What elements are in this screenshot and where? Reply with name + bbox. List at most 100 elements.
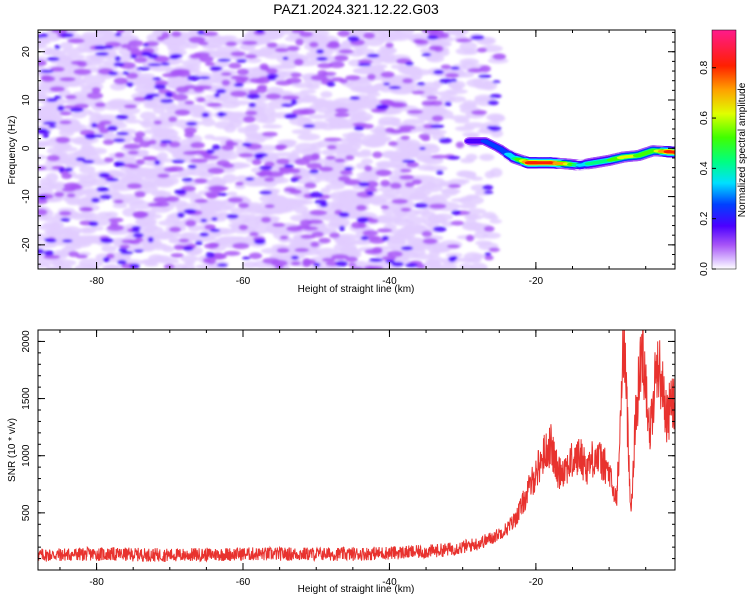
heat-noise-blob bbox=[215, 88, 227, 94]
heat-noise-blob bbox=[235, 213, 256, 218]
heat-noise-blob bbox=[263, 35, 276, 41]
heat-noise-blob bbox=[489, 125, 502, 132]
heat-noise-blob bbox=[216, 237, 236, 245]
heat-noise-blob bbox=[476, 47, 488, 53]
heat-noise-blob bbox=[135, 167, 155, 175]
heat-noise-blob bbox=[206, 149, 215, 154]
heat-noise-blob bbox=[38, 166, 47, 171]
heat-noise-blob bbox=[377, 193, 396, 201]
heat-noise-blob bbox=[202, 257, 212, 264]
heat-noise-blob bbox=[182, 246, 194, 251]
heat-noise-blob bbox=[388, 85, 402, 90]
heat-noise-blob bbox=[54, 95, 62, 100]
heat-noise-blob bbox=[310, 74, 328, 81]
heat-noise-blob bbox=[411, 179, 422, 185]
bottom-xlabel: Height of straight line (km) bbox=[298, 584, 415, 595]
heat-noise-blob bbox=[382, 47, 397, 54]
heat-noise-blob bbox=[455, 257, 466, 262]
heat-noise-blob bbox=[100, 237, 114, 244]
heat-noise-blob bbox=[38, 262, 50, 268]
heat-noise-blob bbox=[266, 73, 279, 78]
heat-noise-blob bbox=[141, 76, 154, 84]
heat-noise-blob bbox=[171, 31, 182, 38]
heat-noise-blob bbox=[477, 129, 491, 134]
heat-noise-blob bbox=[105, 177, 119, 182]
heat-noise-blob bbox=[207, 34, 223, 44]
heat-noise-blob bbox=[160, 158, 174, 163]
heat-noise-blob bbox=[153, 120, 162, 125]
heat-noise-blob bbox=[147, 63, 162, 67]
heat-noise-blob bbox=[114, 152, 125, 158]
heat-noise-blob bbox=[38, 59, 47, 67]
heat-noise-blob bbox=[415, 185, 426, 193]
heat-noise-blob bbox=[46, 97, 58, 103]
heat-noise-blob bbox=[90, 53, 102, 62]
heat-noise-blob bbox=[320, 187, 331, 194]
heat-noise-blob bbox=[40, 75, 52, 80]
heat-noise-blob bbox=[428, 250, 440, 258]
heat-noise-blob bbox=[79, 212, 98, 220]
heat-noise-blob bbox=[123, 143, 142, 150]
heat-noise-blob bbox=[486, 113, 505, 122]
heat-noise-blob bbox=[135, 159, 146, 165]
heat-noise-blob bbox=[279, 167, 293, 175]
heat-noise-blob bbox=[334, 158, 346, 163]
bottom-plot-frame bbox=[37, 329, 676, 571]
heat-noise-blob bbox=[238, 152, 254, 158]
heat-noise-blob bbox=[211, 217, 218, 221]
heat-noise-blob bbox=[348, 262, 357, 267]
heat-noise-blob bbox=[478, 74, 492, 79]
heat-noise-blob bbox=[91, 122, 98, 128]
heat-noise-blob bbox=[450, 220, 465, 226]
heat-noise-blob bbox=[103, 157, 114, 163]
heat-noise-blob bbox=[328, 40, 340, 48]
heat-noise-blob bbox=[284, 187, 297, 192]
heat-noise-blob bbox=[68, 251, 80, 258]
heat-noise-blob bbox=[160, 98, 174, 104]
heat-noise-blob bbox=[339, 225, 345, 232]
heat-noise-blob bbox=[363, 32, 375, 39]
heat-noise-blob bbox=[46, 56, 60, 62]
heat-noise-blob bbox=[134, 57, 148, 63]
heat-noise-blob bbox=[73, 68, 92, 76]
heat-noise-blob bbox=[171, 159, 186, 164]
heat-noise-blob bbox=[42, 121, 57, 125]
heat-noise-blob bbox=[470, 176, 484, 181]
heat-noise-blob bbox=[102, 256, 110, 263]
heat-noise-blob bbox=[184, 127, 197, 134]
heat-noise-blob bbox=[59, 77, 76, 82]
heat-noise-blob bbox=[361, 158, 373, 165]
heat-noise-blob bbox=[267, 100, 287, 110]
heat-noise-blob bbox=[338, 175, 351, 182]
heat-noise-blob bbox=[236, 59, 248, 63]
heat-noise-blob bbox=[187, 164, 197, 169]
heat-noise-blob bbox=[248, 252, 263, 260]
heat-noise-blob bbox=[334, 107, 349, 113]
heat-noise-blob bbox=[194, 178, 208, 184]
heat-noise-blob bbox=[377, 162, 392, 170]
heat-noise-blob bbox=[332, 142, 353, 150]
heat-noise-blob bbox=[94, 102, 106, 108]
heat-noise-blob bbox=[174, 189, 187, 195]
heat-noise-blob bbox=[338, 190, 359, 199]
heat-noise-blob bbox=[407, 109, 423, 114]
heat-noise-blob bbox=[369, 237, 386, 244]
heat-noise-blob bbox=[264, 204, 275, 209]
heat-noise-blob bbox=[482, 232, 501, 239]
heat-noise-blob bbox=[294, 247, 309, 253]
heat-noise-blob bbox=[57, 105, 65, 112]
heat-noise-blob bbox=[133, 211, 147, 219]
heat-noise-blob bbox=[259, 190, 273, 195]
heat-noise-blob bbox=[380, 71, 395, 78]
heat-noise-blob bbox=[353, 125, 364, 131]
heat-noise-blob bbox=[62, 239, 73, 243]
heat-noise-blob bbox=[279, 235, 289, 240]
heat-noise-blob bbox=[467, 213, 479, 220]
heat-noise-blob bbox=[230, 51, 246, 57]
y-tick-label: 20 bbox=[21, 46, 32, 58]
heat-noise-blob bbox=[181, 177, 193, 182]
heat-noise-blob bbox=[274, 47, 289, 53]
heat-noise-blob bbox=[392, 216, 409, 223]
heat-noise-blob bbox=[190, 158, 208, 164]
